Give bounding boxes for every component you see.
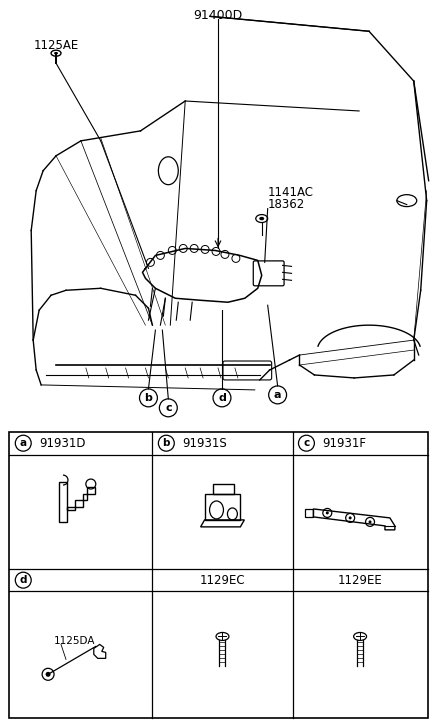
Text: 91931D: 91931D <box>39 437 86 450</box>
Ellipse shape <box>54 52 58 55</box>
Text: a: a <box>20 438 27 448</box>
Text: 1141AC: 1141AC <box>268 185 314 198</box>
Text: a: a <box>274 390 281 400</box>
Circle shape <box>45 672 51 677</box>
Text: d: d <box>218 393 226 403</box>
Text: 1129EE: 1129EE <box>338 574 382 587</box>
Ellipse shape <box>259 217 264 220</box>
Text: b: b <box>163 438 170 448</box>
Text: 1125AE: 1125AE <box>33 39 78 52</box>
Text: 91400D: 91400D <box>194 9 243 23</box>
Circle shape <box>326 511 329 515</box>
Circle shape <box>349 516 352 519</box>
Text: c: c <box>165 403 172 413</box>
Text: 91931F: 91931F <box>323 437 366 450</box>
Text: c: c <box>303 438 309 448</box>
Text: 91931S: 91931S <box>182 437 227 450</box>
Text: 1129EC: 1129EC <box>200 574 245 587</box>
Bar <box>9 432 428 718</box>
Text: b: b <box>145 393 153 403</box>
Text: 1125DA: 1125DA <box>54 636 96 646</box>
Text: 18362: 18362 <box>268 198 305 211</box>
Circle shape <box>368 521 371 523</box>
Text: d: d <box>20 575 27 585</box>
